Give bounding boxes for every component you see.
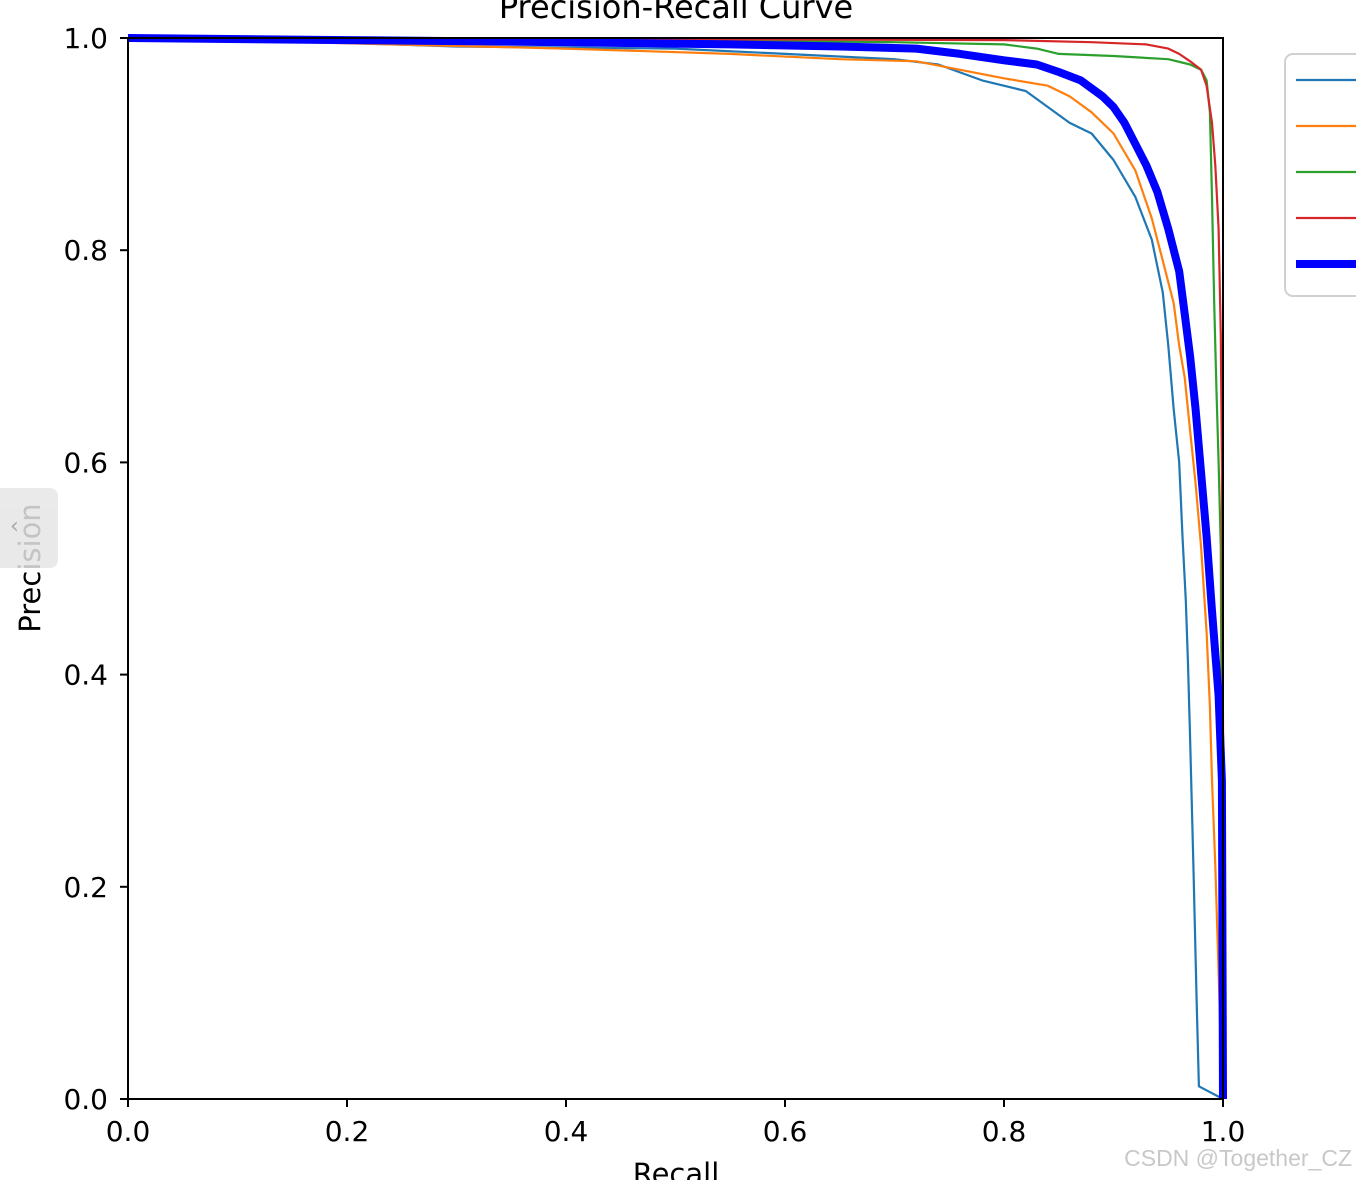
x-tick-label: 0.2 bbox=[325, 1115, 370, 1148]
series-line-3 bbox=[127, 36, 1225, 1100]
x-axis-label: Recall bbox=[633, 1157, 720, 1180]
y-tick-label: 0.6 bbox=[63, 446, 108, 479]
y-tick-label: 1.0 bbox=[63, 22, 108, 55]
x-tick-label: 0.4 bbox=[544, 1115, 589, 1148]
x-tick-label: 1.0 bbox=[1201, 1115, 1246, 1148]
legend-frame bbox=[1284, 53, 1356, 297]
chevron-left-icon: ‹ bbox=[10, 514, 19, 539]
legend bbox=[1284, 53, 1356, 297]
series-line-2 bbox=[127, 36, 1225, 1096]
side-collapse-tab[interactable]: ‹ bbox=[0, 488, 58, 568]
series-layer bbox=[127, 34, 1227, 1100]
x-tick-label: 0.8 bbox=[982, 1115, 1027, 1148]
series-line-1 bbox=[127, 36, 1224, 1100]
series-line-5 bbox=[127, 34, 1227, 1100]
plot-frame bbox=[127, 37, 1224, 1100]
y-tick-label: 0.0 bbox=[63, 1083, 108, 1116]
y-tick-label: 0.2 bbox=[63, 871, 108, 904]
y-axis: 0.0 0.2 0.4 0.6 0.8 1.0 bbox=[63, 22, 128, 1116]
watermark: CSDN @Together_CZ bbox=[1124, 1145, 1352, 1171]
series-line-4 bbox=[127, 36, 1225, 1099]
chart-title: Precision-Recall Curve bbox=[499, 0, 853, 26]
y-tick-label: 0.4 bbox=[63, 659, 108, 692]
y-tick-label: 0.8 bbox=[63, 234, 108, 267]
x-axis: 0.0 0.2 0.4 0.6 0.8 1.0 bbox=[106, 1099, 1246, 1148]
x-tick-label: 0.6 bbox=[763, 1115, 808, 1148]
x-tick-label: 0.0 bbox=[106, 1115, 151, 1148]
